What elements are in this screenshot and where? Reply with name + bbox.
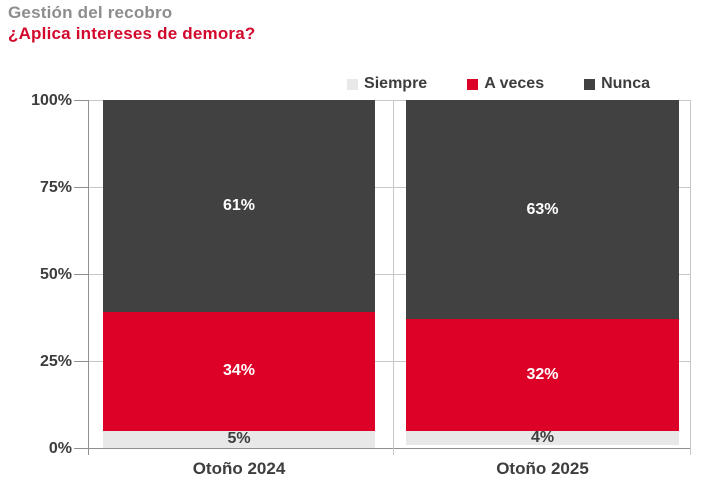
y-axis-label-75: 75% — [39, 179, 72, 196]
legend-swatch-nunca-icon — [584, 78, 596, 90]
plot-right-border — [690, 100, 691, 455]
bar-segment-siempre-2025: 4% — [406, 428, 679, 446]
y-axis-label-25: 25% — [39, 353, 72, 370]
x-axis-label-otono-2024: Otoño 2024 — [192, 459, 286, 478]
segment-value-label: 34% — [222, 362, 256, 380]
legend-item-nunca: Nunca — [584, 76, 650, 92]
y-tick — [74, 187, 88, 188]
legend-label-nunca: Nunca — [601, 75, 650, 92]
y-axis-label-0: 0% — [48, 440, 72, 457]
legend-label-siempre: Siempre — [364, 75, 428, 92]
bar-segment-siempre-2024: 5% — [103, 430, 375, 448]
bar-otono-2024: 61% 34% 5% — [103, 100, 375, 448]
segment-value-label: 32% — [526, 365, 559, 383]
y-tick — [74, 274, 88, 275]
legend-item-a-veces: A veces — [467, 76, 544, 92]
bar-segment-nunca-2025: 63% — [406, 100, 679, 320]
legend-item-siempre: Siempre — [347, 76, 427, 92]
gridline-category-divider — [393, 100, 394, 455]
y-tick — [74, 361, 88, 362]
gridline-75 — [89, 187, 691, 188]
bar-segment-a-veces-2024: 34% — [103, 312, 375, 431]
plot-area: 61% 34% 5% 63% 32% 4% — [74, 100, 691, 455]
segment-value-label: 5% — [227, 430, 251, 448]
legend: Siempre A veces Nunca — [347, 76, 650, 92]
chart-kicker: Gestión del recobro — [8, 3, 173, 22]
x-axis-label-otono-2025: Otoño 2025 — [496, 459, 589, 478]
y-tick — [74, 100, 88, 101]
segment-value-label: 61% — [222, 197, 256, 215]
legend-swatch-siempre-icon — [347, 78, 359, 90]
legend-label-a-veces: A veces — [484, 75, 545, 92]
chart-title: ¿Aplica intereses de demora? — [8, 24, 256, 43]
gridline-50 — [89, 274, 691, 275]
segment-value-label: 4% — [530, 428, 555, 446]
bar-segment-a-veces-2025: 32% — [406, 319, 679, 431]
gridline-25 — [89, 361, 691, 362]
legend-swatch-a-veces-icon — [467, 78, 479, 90]
x-tick — [88, 449, 89, 455]
y-axis-label-50: 50% — [39, 266, 72, 283]
y-tick — [74, 448, 88, 449]
bar-segment-nunca-2024: 61% — [103, 100, 375, 313]
segment-value-label: 63% — [526, 200, 559, 218]
y-axis-label-100: 100% — [31, 92, 72, 109]
bar-otono-2025: 63% 32% 4% — [406, 100, 679, 448]
gridline-100 — [89, 100, 691, 101]
